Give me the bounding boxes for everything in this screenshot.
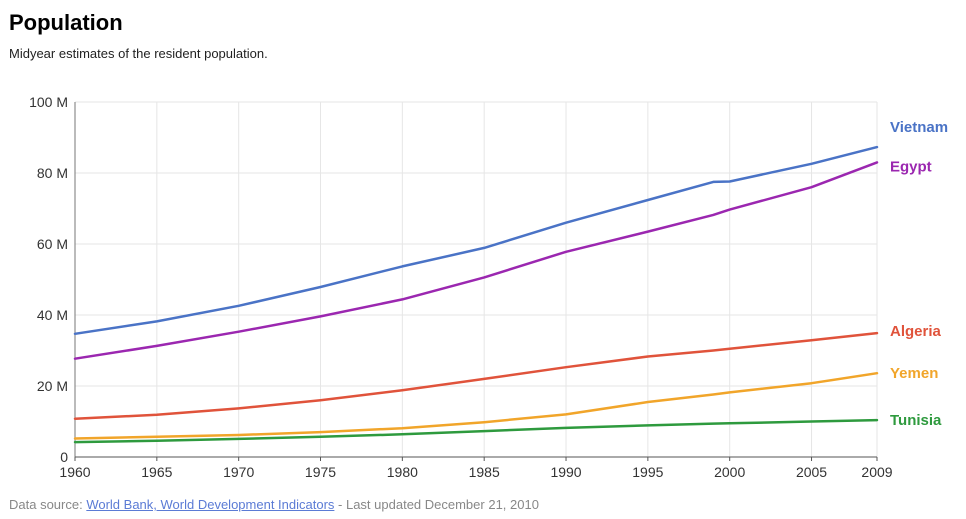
axes: 0 20 M 40 M 60 M 80 M 100 M 1960 1965 1970 1975 19…: [29, 94, 893, 480]
x-tick-label: 1975: [305, 464, 336, 480]
series-label-vietnam: Vietnam: [890, 119, 948, 136]
y-tick-label: 40 M: [37, 307, 68, 323]
series-lines: [73, 145, 879, 444]
chart-subtitle: Midyear estimates of the resident popula…: [9, 46, 268, 61]
series-line-tunisia: [73, 418, 879, 444]
chart-title: Population: [9, 10, 123, 35]
x-tick-label: 1970: [223, 464, 254, 480]
y-tick-label: 60 M: [37, 236, 68, 252]
y-tick-label: 100 M: [29, 94, 68, 110]
x-tick-label: 1960: [59, 464, 90, 480]
series-label-algeria: Algeria: [890, 323, 942, 340]
y-tick-label: 0: [60, 449, 68, 465]
x-tick-label: 2000: [714, 464, 745, 480]
x-tick-label: 1965: [141, 464, 172, 480]
footer: Data source: World Bank, World Developme…: [9, 497, 539, 512]
series-line-vietnam: [73, 145, 879, 336]
data-source-link[interactable]: World Bank, World Development Indicators: [86, 497, 335, 512]
series-line-algeria: [73, 331, 879, 420]
series-label-yemen: Yemen: [890, 365, 938, 382]
series-label-tunisia: Tunisia: [890, 412, 942, 429]
y-tick-label: 80 M: [37, 165, 68, 181]
x-tick-label: 1990: [550, 464, 581, 480]
footer-suffix: - Last updated December 21, 2010: [338, 497, 539, 512]
series-line-yemen: [73, 371, 879, 440]
x-tick-label: 1995: [632, 464, 663, 480]
x-tick-label: 1980: [387, 464, 418, 480]
series-labels: Vietnam Egypt Algeria Yemen Tunisia: [890, 119, 948, 429]
series-label-egypt: Egypt: [890, 158, 932, 175]
x-tick-label: 1985: [469, 464, 500, 480]
y-tick-label: 20 M: [37, 378, 68, 394]
footer-prefix: Data source:: [9, 497, 83, 512]
series-line-egypt: [73, 161, 879, 360]
x-tick-label: 2009: [861, 464, 892, 480]
x-tick-label: 2005: [796, 464, 827, 480]
